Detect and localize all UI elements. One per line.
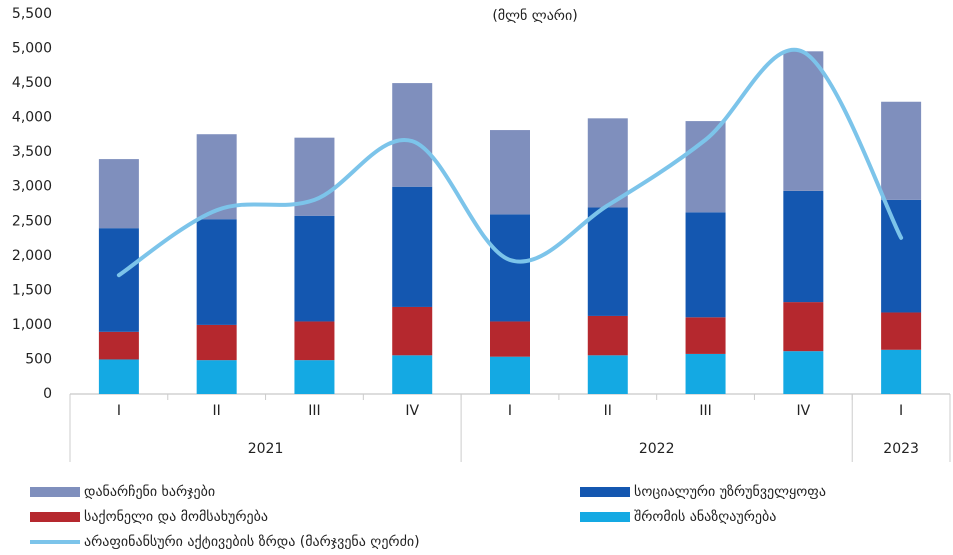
bar-segment <box>783 190 824 303</box>
bar-segment <box>685 353 726 394</box>
bar-segment <box>294 321 335 361</box>
bar-segment <box>685 212 726 318</box>
y-tick-label: 4,500 <box>12 75 52 91</box>
bar-segment <box>881 199 922 313</box>
bar-segment <box>587 355 628 394</box>
bar-segment <box>294 215 335 322</box>
bar-segment <box>98 359 139 394</box>
bar-segment <box>196 219 237 325</box>
x-tick-label: III <box>699 403 711 419</box>
bar-segment <box>392 306 433 356</box>
bar-segment <box>392 186 433 307</box>
y-tick-label: 5,500 <box>12 6 52 22</box>
bar-segment <box>196 360 237 394</box>
group-label: 2023 <box>883 441 919 457</box>
line-series <box>116 47 904 278</box>
x-tick-label: I <box>117 403 121 419</box>
legend-swatch <box>30 487 80 497</box>
legend-label: სოციალური უზრუნველყოფა <box>634 483 826 500</box>
bar-segment <box>881 101 922 200</box>
group-label: 2022 <box>639 441 675 457</box>
y-tick-label: 1,500 <box>12 282 52 298</box>
bar-segment <box>783 51 824 191</box>
legend-label: დანარჩენი ხარჯები <box>84 483 215 500</box>
bar-segment <box>294 360 335 394</box>
bar-segment <box>490 356 530 394</box>
x-tick-label: II <box>604 403 612 419</box>
bar-segment <box>783 302 824 352</box>
bar-segment <box>196 324 237 361</box>
bar-segment <box>490 130 530 215</box>
y-tick-label: 3,000 <box>12 179 52 195</box>
y-tick-label: 5,000 <box>12 41 52 57</box>
bar-segment <box>587 118 628 208</box>
bar-segment <box>685 121 726 213</box>
chart-title: (მლნ ლარი) <box>492 7 577 24</box>
y-tick-label: 2,000 <box>12 248 52 264</box>
bar-segment <box>587 207 628 316</box>
y-tick-label: 1,000 <box>12 317 52 333</box>
bar-segment <box>881 349 922 394</box>
bar-segment <box>881 312 922 350</box>
bar-segment <box>587 315 628 356</box>
y-tick-label: 0 <box>43 386 52 402</box>
y-tick-label: 2,500 <box>12 213 52 229</box>
bar-segment <box>490 214 530 322</box>
x-tick-label: II <box>213 403 221 419</box>
x-tick-label: I <box>899 403 903 419</box>
bar-segment <box>392 83 433 187</box>
x-tick-label: IV <box>405 403 419 419</box>
bar-segment <box>490 321 530 357</box>
legend-swatch <box>580 512 630 522</box>
bar-segment <box>392 355 433 394</box>
bar-segment <box>783 351 824 394</box>
bar-segment <box>98 331 139 360</box>
group-label: 2021 <box>248 441 284 457</box>
legend-label: საქონელი და მომსახურება <box>84 508 268 525</box>
legend-swatch <box>580 487 630 497</box>
legend-swatch <box>30 512 80 522</box>
x-tick-label: IV <box>796 403 810 419</box>
y-tick-label: 4,000 <box>12 110 52 126</box>
bar-segment <box>685 317 726 354</box>
x-tick-label: III <box>308 403 320 419</box>
x-tick-label: I <box>508 403 512 419</box>
legend-label: არაფინანსური აქტივების ზრდა (მარჯვენა ღე… <box>84 533 420 550</box>
bar-segment <box>98 159 139 229</box>
y-tick-label: 3,500 <box>12 144 52 160</box>
bar-segment <box>98 228 139 332</box>
y-tick-label: 500 <box>25 351 52 367</box>
legend-label: შრომის ანაზღაურება <box>634 508 776 525</box>
